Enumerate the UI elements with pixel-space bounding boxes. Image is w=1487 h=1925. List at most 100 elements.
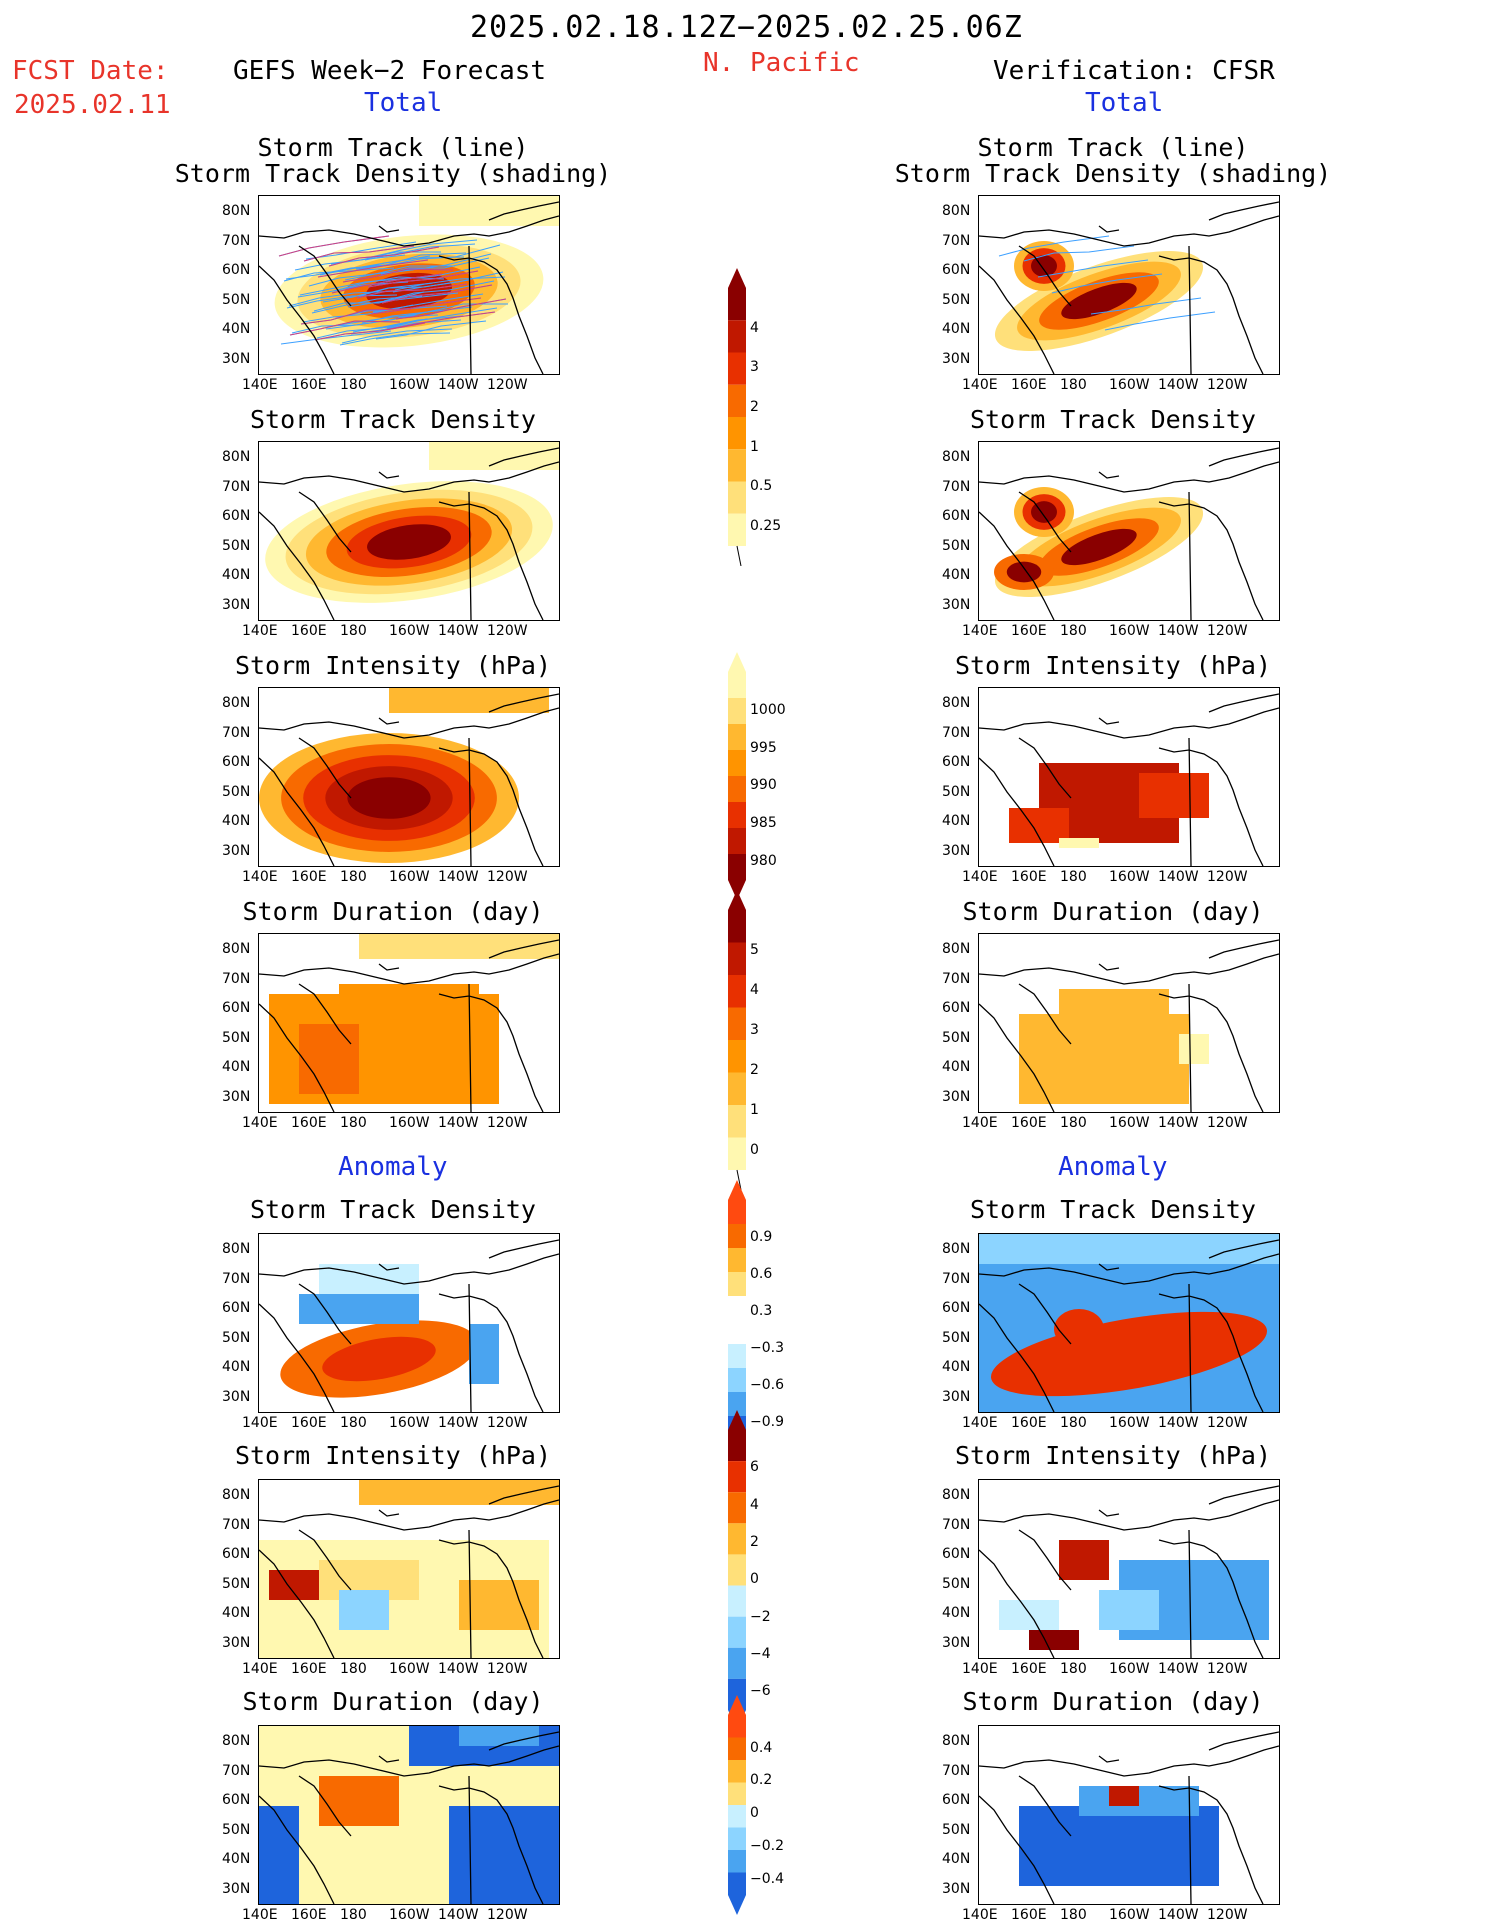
colorbar-intensity_anom-label: −6 <box>750 1683 771 1700</box>
colorbar-duration_total-label: 5 <box>750 942 759 958</box>
left-anom-intensity-lon-tick: 160E <box>291 1661 327 1677</box>
left-density-lon-tick: 160E <box>291 623 327 639</box>
right-anom-intensity-lat-tick: 50N <box>942 1575 971 1592</box>
right-anom-density-lat-tick: 30N <box>942 1388 971 1405</box>
right-anom-duration-lon-tick: 140E <box>962 1907 998 1923</box>
left-anomaly-label: Anomaly <box>338 1152 448 1182</box>
left-map-anom-density <box>258 1233 560 1413</box>
right-intensity-lat-tick: 50N <box>942 783 971 800</box>
colorbar-density_anom-label: 0.9 <box>750 1228 773 1245</box>
colorbar-intensity_total-label: 985 <box>750 815 777 832</box>
right-density-lat-tick: 40N <box>942 567 971 583</box>
left-track-line-lon-tick: 160W <box>389 377 430 393</box>
left-track-line-lat-tick: 80N <box>222 203 251 219</box>
right-anom-density-lon-tick: 140E <box>962 1415 998 1431</box>
left-anom-density-lon-tick: 120W <box>487 1415 528 1431</box>
fcst-date: 2025.02.11 <box>14 90 171 120</box>
left-anom-density-lat-tick: 40N <box>222 1359 251 1375</box>
left-intensity-lat-tick: 50N <box>222 783 251 800</box>
right-anom-density-lon-tick: 160W <box>1109 1415 1150 1431</box>
right-map-anom-intensity-plot <box>979 1485 1279 1658</box>
right-intensity-lon-tick: 140W <box>1158 869 1199 885</box>
left-density-lat-tick: 30N <box>222 596 251 613</box>
right-anom-duration-lon-tick: 160E <box>1011 1907 1047 1923</box>
colorbar-duration_anom-label: −0.4 <box>750 1870 784 1887</box>
right-density-lon-tick: 160E <box>1011 623 1047 639</box>
colorbar-intensity_anom-label: 2 <box>750 1534 759 1550</box>
left-title-track-shading: Storm Track Density (shading) <box>174 159 612 188</box>
right-anom-intensity-lon-tick: 140E <box>962 1661 998 1677</box>
left-anom-duration-lat-tick: 30N <box>222 1880 251 1897</box>
right-track-line-lat-tick: 60N <box>942 262 971 278</box>
right-track-line-lat-tick: 70N <box>942 232 971 249</box>
left-anom-density-lat-tick: 50N <box>222 1329 251 1346</box>
left-density-lat-tick: 40N <box>222 567 251 583</box>
left-track-line-lat-tick: 70N <box>222 232 251 249</box>
colorbar-density_total-label: 0.5 <box>750 478 773 495</box>
right-track-line-lat-tick: 30N <box>942 350 971 367</box>
right-map-track-line <box>978 195 1280 375</box>
left-intensity-lon-tick: 160W <box>389 869 430 885</box>
left-density-lon-tick: 180 <box>340 623 367 639</box>
colorbar-duration_total-label: 2 <box>750 1062 759 1078</box>
left-total-label: Total <box>364 88 443 118</box>
colorbar-intensity_anom-label: 4 <box>750 1496 759 1513</box>
left-track-line-lat-tick: 60N <box>222 262 251 278</box>
right-density-lon-tick: 140E <box>962 623 998 639</box>
left-track-line-lat-tick: 30N <box>222 350 251 367</box>
colorbar-intensity_anom <box>728 1410 746 1734</box>
region-label: N. Pacific <box>703 48 860 78</box>
colorbar-intensity_anom-label: −4 <box>750 1646 771 1662</box>
right-map-anom-density <box>978 1233 1280 1413</box>
right-density-lat-tick: 60N <box>942 508 971 524</box>
right-anom-duration-lat-tick: 50N <box>942 1821 971 1838</box>
left-duration-lon-tick: 180 <box>340 1115 367 1131</box>
right-map-intensity <box>978 687 1280 867</box>
left-anom-duration-lon-tick: 140W <box>438 1907 479 1923</box>
left-duration-lon-tick: 140W <box>438 1115 479 1131</box>
right-track-line-lon-tick: 160W <box>1109 377 1150 393</box>
left-intensity-lon-tick: 120W <box>487 869 528 885</box>
left-anom-duration-lon-tick: 140E <box>242 1907 278 1923</box>
right-map-density <box>978 441 1280 621</box>
right-duration-lon-tick: 160W <box>1109 1115 1150 1131</box>
left-anom-duration-lat-tick: 80N <box>222 1733 251 1749</box>
right-duration-lon-tick: 180 <box>1060 1115 1087 1131</box>
right-total-label: Total <box>1085 88 1164 118</box>
colorbar-density_anom-label: −0.6 <box>750 1376 784 1393</box>
right-track-line-lat-tick: 40N <box>942 321 971 337</box>
left-title-anom-duration: Storm Duration (day) <box>242 1687 544 1716</box>
right-anom-duration-lon-tick: 180 <box>1060 1907 1087 1923</box>
left-map-track-line-plot <box>259 196 559 374</box>
left-intensity-lon-tick: 140E <box>242 869 278 885</box>
right-intensity-lat-tick: 30N <box>942 842 971 859</box>
left-anom-duration-lat-tick: 60N <box>222 1792 251 1808</box>
right-title-density: Storm Track Density <box>970 405 1256 434</box>
colorbar-duration_anom-label: 0 <box>750 1805 759 1822</box>
left-title-intensity: Storm Intensity (hPa) <box>234 651 552 680</box>
right-density-lon-tick: 160W <box>1109 623 1150 639</box>
right-anom-duration-lat-tick: 70N <box>942 1762 971 1779</box>
colorbar-duration_anom-label: 0.4 <box>750 1739 773 1756</box>
left-intensity-lat-tick: 80N <box>222 695 251 711</box>
right-track-line-lat-tick: 50N <box>942 291 971 308</box>
right-density-lat-tick: 80N <box>942 449 971 465</box>
left-map-anom-intensity <box>258 1479 560 1659</box>
left-anom-intensity-lat-tick: 80N <box>222 1487 251 1503</box>
left-intensity-lat-tick: 60N <box>222 754 251 770</box>
left-track-line-lon-tick: 140W <box>438 377 479 393</box>
right-track-line-lon-tick: 160E <box>1011 377 1047 393</box>
right-intensity-lat-tick: 70N <box>942 724 971 741</box>
right-track-line-lon-tick: 140E <box>962 377 998 393</box>
left-density-lat-tick: 80N <box>222 449 251 465</box>
left-anom-density-lon-tick: 160W <box>389 1415 430 1431</box>
right-track-line-lon-tick: 180 <box>1060 377 1087 393</box>
left-intensity-lon-tick: 140W <box>438 869 479 885</box>
left-intensity-lat-tick: 70N <box>222 724 251 741</box>
right-title-anom-density: Storm Track Density <box>970 1195 1256 1224</box>
left-title-duration: Storm Duration (day) <box>242 897 544 926</box>
right-anom-density-lon-tick: 120W <box>1207 1415 1248 1431</box>
right-duration-lon-tick: 120W <box>1207 1115 1248 1131</box>
colorbar-intensity_anom-label: 0 <box>750 1571 759 1588</box>
right-anom-intensity-lat-tick: 80N <box>942 1487 971 1503</box>
